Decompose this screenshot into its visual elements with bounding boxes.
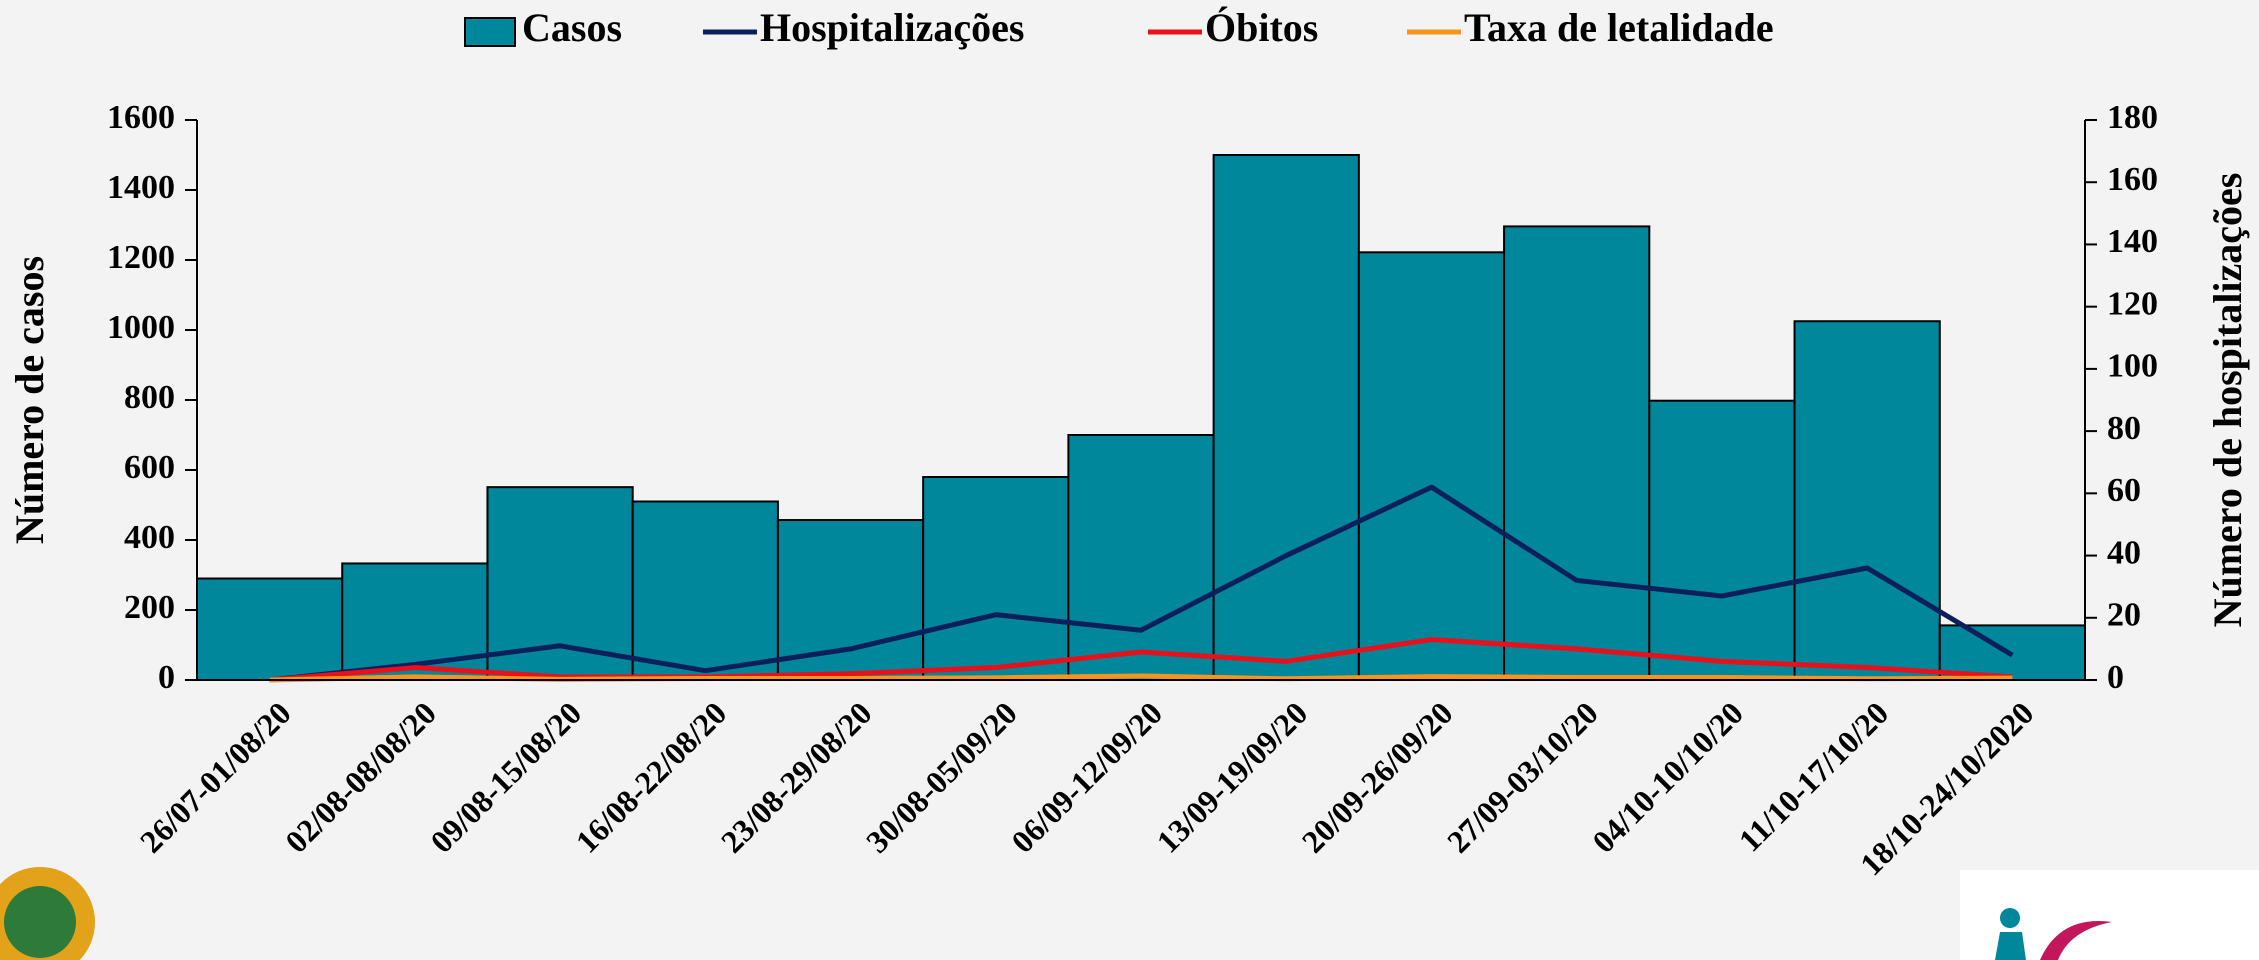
y-tick-label: 600 [124, 449, 175, 486]
bar [631, 500, 779, 681]
y-tick-label: 1200 [107, 239, 175, 276]
legend-label: Óbitos [1205, 5, 1318, 50]
y2-axis-title: Número de hospitalizações [2205, 173, 2250, 628]
legend-label: Hospitalizações [760, 5, 1024, 50]
bar [1793, 320, 1941, 681]
y-tick-label: 200 [124, 589, 175, 626]
y-tick-label: 0 [158, 659, 175, 696]
bar [196, 577, 344, 681]
bar [776, 519, 925, 681]
y2-tick-label: 20 [2107, 597, 2141, 634]
line-series [269, 484, 2014, 683]
y-tick-label: 400 [124, 519, 175, 556]
y2-tick-label: 160 [2107, 161, 2158, 198]
y2-tick-label: 140 [2107, 223, 2158, 260]
bar [1648, 399, 1796, 681]
y2-tick-label: 180 [2107, 99, 2158, 136]
y-axis-title: Número de casos [7, 256, 52, 544]
y-tick-label: 800 [124, 379, 175, 416]
logo-left [0, 867, 95, 960]
y2-tick-label: 80 [2107, 410, 2141, 447]
y2-tick-label: 0 [2107, 659, 2124, 696]
y-tick-label: 1600 [107, 99, 175, 136]
bar [1067, 434, 1215, 681]
bar [1503, 225, 1651, 681]
y2-tick-label: 100 [2107, 348, 2158, 385]
y2-tick-label: 60 [2107, 472, 2141, 509]
legend-label: Taxa de letalidade [1464, 5, 1774, 50]
logo-right [1960, 870, 2259, 960]
bar [1357, 251, 1506, 682]
legend-label: Casos [522, 5, 622, 50]
y-tick-label: 1400 [107, 169, 175, 206]
y2-tick-label: 40 [2107, 534, 2141, 571]
bar [1212, 154, 1360, 681]
bar [922, 476, 1070, 681]
y-tick-label: 1000 [107, 309, 175, 346]
y2-tick-label: 120 [2107, 285, 2158, 322]
legend-swatch [464, 17, 516, 47]
